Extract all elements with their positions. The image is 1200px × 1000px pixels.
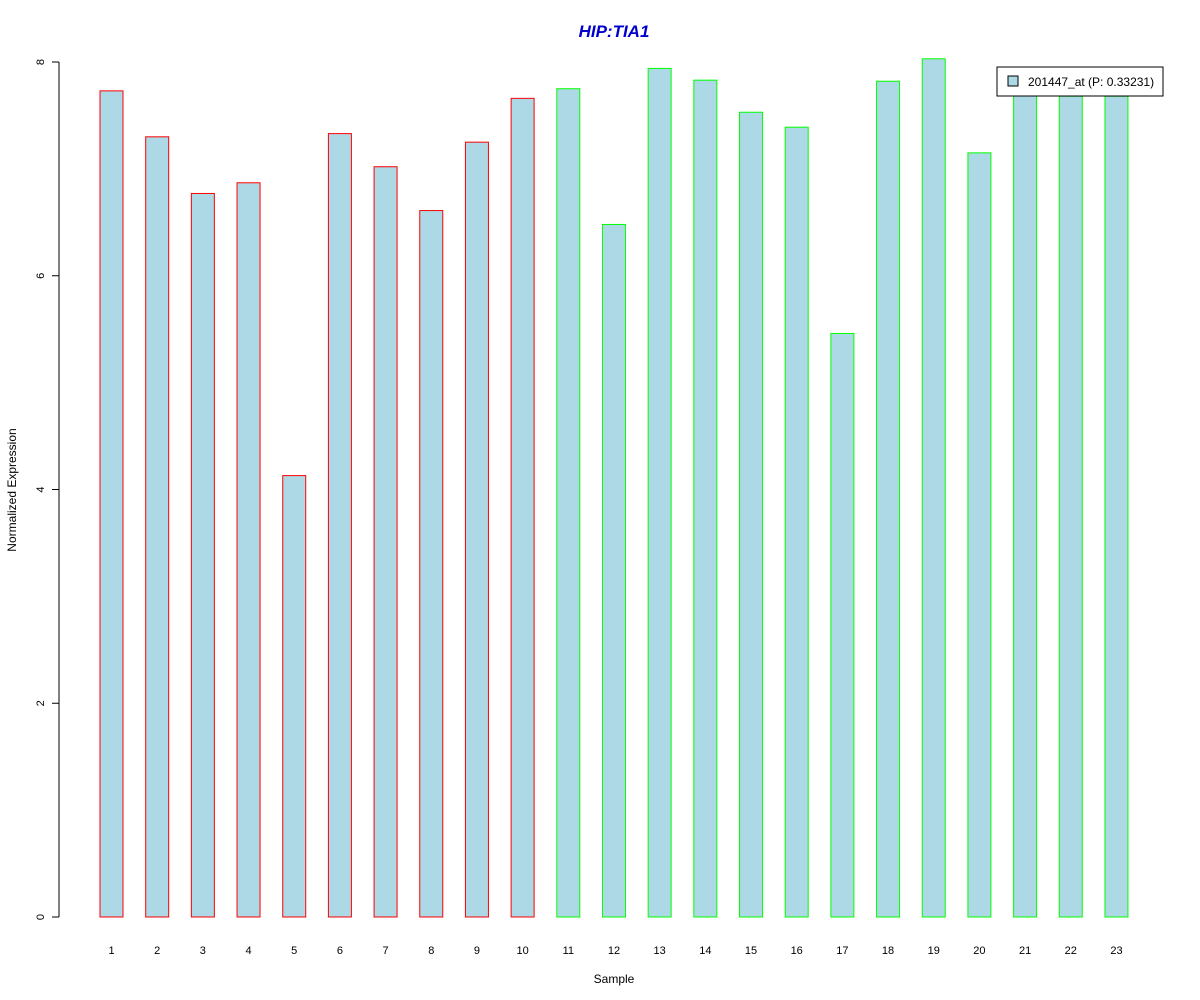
bar-sample-18 bbox=[876, 80, 901, 918]
legend: 201447_at (P: 0.33231) bbox=[996, 66, 1164, 97]
x-tick-label: 3 bbox=[200, 945, 206, 957]
bars bbox=[99, 58, 1129, 918]
legend-entry-label: 201447_at (P: 0.33231) bbox=[1028, 75, 1154, 89]
bar-sample-2 bbox=[145, 136, 170, 918]
bar-sample-12 bbox=[601, 223, 626, 918]
x-axis-tick-labels: 1 2 3 4 5 6 7 8 9 10 11 12 13 14 15 16 17 18 19 20 21 22 23 bbox=[108, 945, 1122, 957]
bar-sample-11 bbox=[556, 88, 581, 918]
bar-sample-9 bbox=[464, 141, 489, 918]
bar-sample-20 bbox=[967, 152, 992, 918]
x-axis-label: Sample bbox=[594, 972, 635, 986]
y-tick-label: 4 bbox=[35, 486, 47, 492]
bar-sample-8 bbox=[419, 210, 444, 918]
bar-sample-19 bbox=[921, 58, 946, 918]
legend-box bbox=[996, 66, 1164, 97]
bar-sample-23 bbox=[1104, 95, 1129, 918]
bar-sample-10 bbox=[510, 97, 535, 918]
bar-sample-14 bbox=[693, 79, 718, 918]
bar-sample-15 bbox=[739, 111, 764, 918]
bar-sample-16 bbox=[784, 126, 809, 918]
y-tick-label: 2 bbox=[35, 700, 47, 706]
chart-title: HIP:TIA1 bbox=[579, 22, 650, 41]
bar-sample-17 bbox=[830, 332, 855, 918]
y-tick-label: 6 bbox=[35, 273, 47, 279]
bar-sample-21 bbox=[1013, 93, 1038, 918]
y-tick-label: 8 bbox=[35, 59, 47, 65]
y-axis-label: Normalized Expression bbox=[5, 428, 19, 551]
x-tick-label: 4 bbox=[245, 945, 251, 957]
x-tick-label: 12 bbox=[608, 945, 620, 957]
bar-sample-5 bbox=[282, 475, 307, 918]
x-tick-label: 21 bbox=[1019, 945, 1031, 957]
bar-sample-3 bbox=[190, 192, 215, 918]
x-tick-label: 5 bbox=[291, 945, 297, 957]
x-tick-label: 13 bbox=[654, 945, 666, 957]
bar-sample-13 bbox=[647, 67, 672, 918]
x-tick-label: 8 bbox=[428, 945, 434, 957]
bar-sample-7 bbox=[373, 166, 398, 918]
legend-swatch bbox=[1007, 75, 1019, 87]
x-tick-label: 18 bbox=[882, 945, 894, 957]
x-tick-label: 11 bbox=[563, 945, 574, 957]
x-tick-label: 20 bbox=[973, 945, 985, 957]
bar-sample-1 bbox=[99, 90, 124, 918]
x-tick-label: 2 bbox=[154, 945, 160, 957]
y-axis: 0 2 4 6 8 bbox=[35, 59, 60, 920]
x-tick-label: 14 bbox=[699, 945, 711, 957]
bar-sample-4 bbox=[236, 182, 261, 918]
x-tick-label: 1 bbox=[108, 945, 114, 957]
x-tick-label: 10 bbox=[516, 945, 528, 957]
x-tick-label: 15 bbox=[745, 945, 757, 957]
x-tick-label: 7 bbox=[383, 945, 389, 957]
x-tick-label: 9 bbox=[474, 945, 480, 957]
x-tick-label: 19 bbox=[928, 945, 940, 957]
x-tick-label: 17 bbox=[836, 945, 848, 957]
x-tick-label: 16 bbox=[791, 945, 803, 957]
x-tick-label: 23 bbox=[1110, 945, 1122, 957]
bar-sample-22 bbox=[1058, 95, 1083, 918]
y-tick-label: 0 bbox=[35, 914, 47, 920]
x-tick-label: 6 bbox=[337, 945, 343, 957]
x-tick-label: 22 bbox=[1065, 945, 1077, 957]
bar-sample-6 bbox=[327, 133, 352, 918]
